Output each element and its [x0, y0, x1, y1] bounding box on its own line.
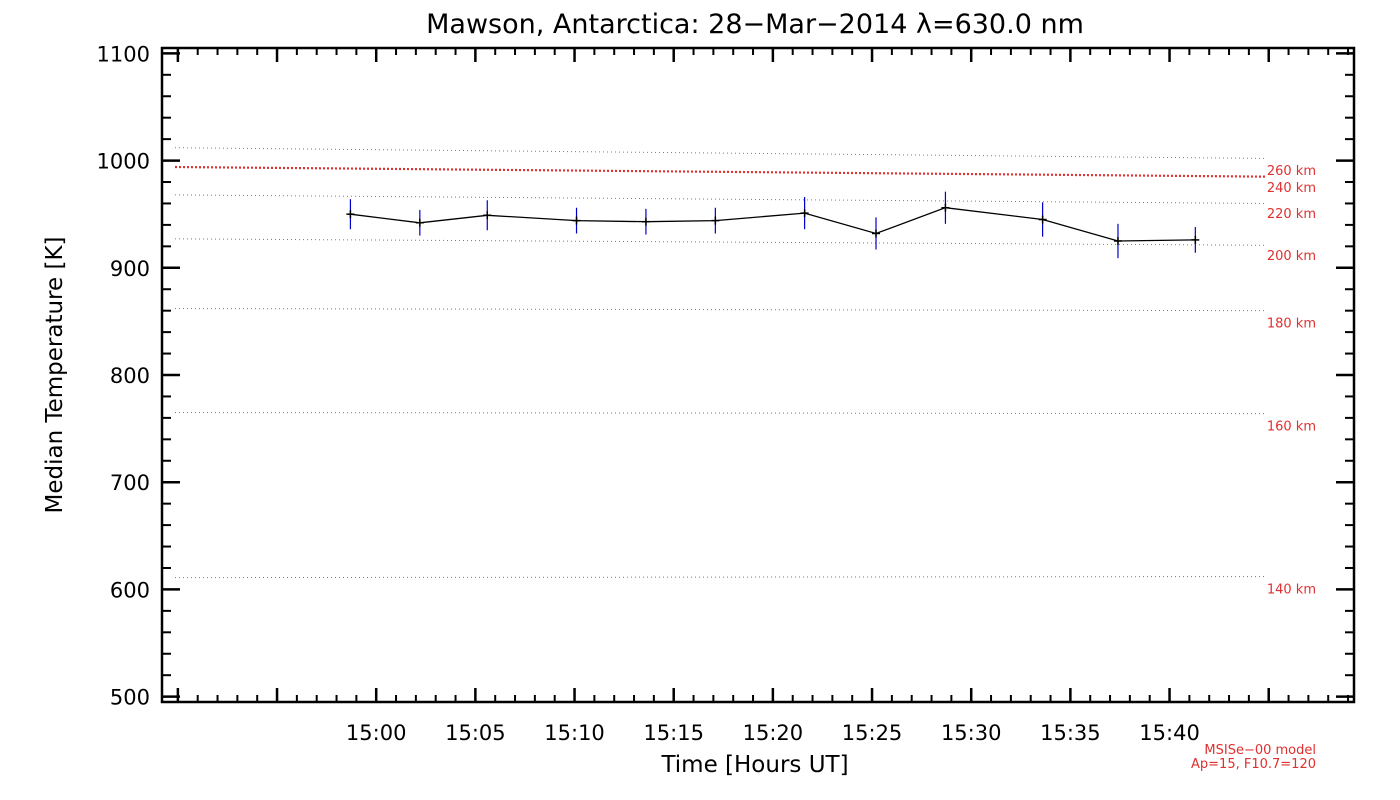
- y-axis-label: Median Temperature [K]: [42, 237, 68, 514]
- x-tick-label: 15:05: [445, 721, 506, 745]
- chart-title: Mawson, Antarctica: 28−Mar−2014 λ=630.0 …: [426, 9, 1084, 40]
- reference-label-200km: 200 km: [1267, 249, 1316, 264]
- reference-line-140km: [174, 576, 1266, 579]
- x-axis: 15:00 15:05 15:10 15:15 15:20 15:25 15:30 15:35…: [176, 48, 1270, 745]
- y-tick-label: 600: [110, 578, 150, 602]
- y-tick-label: 1100: [97, 42, 150, 66]
- model-params-label: Ap=15, F10.7=120: [1191, 757, 1316, 772]
- reference-label-160km: 160 km: [1267, 420, 1316, 435]
- x-axis-label: Time [Hours UT]: [660, 752, 848, 778]
- model-label: MSISe−00 model: [1204, 743, 1316, 758]
- data-series: [346, 191, 1200, 259]
- x-tick-label: 15:25: [842, 721, 903, 745]
- x-tick-label: 15:35: [1040, 721, 1101, 745]
- y-tick-label: 900: [110, 257, 150, 281]
- x-tick-label: 15:20: [743, 721, 804, 745]
- y-tick-label: 1000: [97, 150, 150, 174]
- x-tick-label: 15:00: [346, 721, 407, 745]
- x-tick-label: 15:15: [643, 721, 704, 745]
- reference-lines: 260 km 240 km 220 km 200 km 180 km 160 km 140 …: [174, 147, 1316, 598]
- series-line: [350, 207, 1196, 242]
- reference-line-220km: [174, 194, 1266, 204]
- y-axis: 500 600 700 800 900 1000 1100: [97, 42, 1354, 710]
- x-tick-label: 15:40: [1139, 721, 1200, 745]
- minor-ticks: [162, 48, 1354, 702]
- y-tick-label: 500: [110, 686, 150, 710]
- reference-line-240km: [174, 147, 1266, 159]
- x-tick-label: 15:30: [941, 721, 1002, 745]
- reference-label-140km: 140 km: [1267, 583, 1316, 598]
- reference-label-260km: 260 km: [1267, 164, 1316, 179]
- reference-line-160km: [174, 412, 1266, 415]
- reference-label-180km: 180 km: [1267, 317, 1316, 332]
- plot-frame: [160, 46, 1356, 704]
- reference-line-260km: [174, 165, 1266, 178]
- y-tick-label: 800: [110, 364, 150, 388]
- y-tick-label: 700: [110, 471, 150, 495]
- x-tick-label: 15:10: [544, 721, 605, 745]
- reference-label-240km: 240 km: [1267, 181, 1316, 196]
- reference-line-180km: [174, 308, 1266, 312]
- reference-line-200km: [174, 238, 1266, 246]
- reference-label-220km: 220 km: [1267, 207, 1316, 222]
